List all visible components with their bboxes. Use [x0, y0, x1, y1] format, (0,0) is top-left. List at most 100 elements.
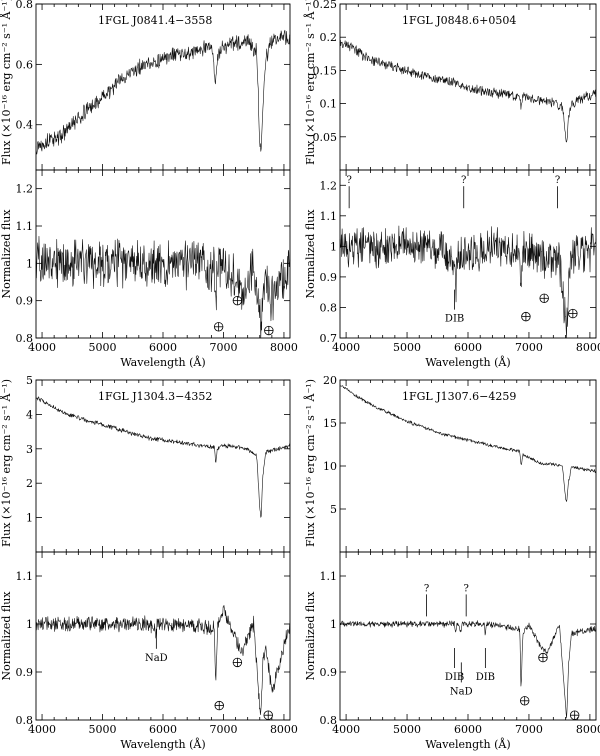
spectrum-line: [339, 385, 597, 502]
unknown-line-marker: ?: [555, 175, 560, 186]
unknown-line-marker: ?: [424, 583, 429, 594]
y-axis-label: Flux (×10⁻¹⁶ erg cm⁻² s⁻¹ Å⁻¹): [0, 0, 13, 165]
y-axis-label: Normalized flux: [304, 591, 317, 681]
spectrum-line: [339, 225, 597, 339]
y-axis-label: Flux (×10⁻¹⁶ erg cm⁻² s⁻¹ Å⁻¹): [303, 379, 317, 547]
y-tick-label: 0.05: [313, 131, 338, 144]
y-tick-label: 4: [26, 408, 33, 421]
x-tick-label: 5000: [393, 723, 421, 736]
x-tick-label: 5000: [393, 341, 421, 354]
y-tick-label: 0.4: [16, 119, 34, 132]
y-tick-label: 0.9: [320, 666, 338, 679]
y-tick-label: 1: [26, 512, 33, 525]
y-tick-label: 0.6: [16, 58, 34, 71]
x-axis-label: Wavelength (Å): [425, 355, 510, 369]
y-tick-label: 1: [26, 257, 33, 270]
panel-1: 0.4 0.6 0.8 1FGL J0841.4−3558 Flux (×10⁻¹⁶ e…: [0, 0, 291, 171]
object-name: 1FGL J1304.3−4352: [98, 390, 212, 403]
unknown-line-marker: ?: [461, 175, 466, 186]
plot-frame: [35, 3, 291, 171]
y-tick-label: 1.1: [16, 570, 34, 583]
x-tick-label: 8000: [270, 723, 298, 736]
y-tick-label: 0.8: [16, 0, 34, 11]
y-tick-label: 0.8: [16, 714, 34, 727]
unknown-line-marker: ?: [463, 583, 468, 594]
x-tick-label: 6000: [149, 341, 177, 354]
y-tick-label: 0.9: [16, 295, 34, 308]
spectrum-line: [339, 620, 597, 719]
x-tick-label: 4000: [28, 723, 56, 736]
telluric-marker: [521, 311, 531, 322]
x-tick-label: 4000: [28, 341, 56, 354]
spectrum-line: [339, 39, 597, 143]
y-tick-label: 0.25: [313, 0, 338, 11]
panel-7: 0.8 0.9 1 1.1 4000 5000 6000 7000 8000 Wavelength…: [0, 551, 298, 751]
x-tick-label: 8000: [270, 341, 298, 354]
y-axis-label: Normalized flux: [0, 591, 13, 681]
panel-2: 0.05 0.1 0.15 0.2 0.25 1FGL J0848.6+0504 Flux …: [303, 0, 597, 171]
line-marker-dib: DIB: [476, 672, 495, 683]
y-axis-label: Normalized flux: [304, 209, 317, 299]
y-axis-label: Normalized flux: [0, 209, 13, 299]
y-tick-label: 0.2: [320, 31, 338, 44]
panel-3: 0.8 0.9 1 1.1 1.2 4000 5000 6000 7000 8000 Wavelen…: [0, 169, 298, 369]
x-tick-label: 7000: [515, 341, 543, 354]
y-tick-label: 5: [26, 374, 33, 387]
y-tick-label: 10: [323, 460, 337, 473]
x-tick-label: 6000: [149, 723, 177, 736]
telluric-marker: [568, 308, 578, 319]
y-tick-label: 1: [330, 240, 337, 253]
y-tick-label: 0.8: [16, 332, 34, 345]
x-axis-label: Wavelength (Å): [120, 737, 205, 751]
telluric-marker: [519, 696, 530, 706]
line-marker-nad: NaD: [450, 686, 473, 697]
panel-8: 0.8 0.9 1 1.1 4000 5000 6000 7000 8000 Wavelength…: [304, 551, 600, 751]
x-tick-label: 4000: [332, 723, 360, 736]
y-tick-label: 0.8: [320, 301, 338, 314]
y-tick-label: 0.9: [320, 271, 338, 284]
y-tick-label: 1: [330, 618, 337, 631]
line-marker-dib: DIB: [445, 672, 464, 683]
y-tick-label: 0.9: [16, 666, 34, 679]
y-tick-label: 1.1: [16, 220, 34, 233]
telluric-marker: [213, 322, 224, 332]
y-tick-label: 1.2: [16, 183, 34, 196]
x-tick-label: 5000: [89, 723, 117, 736]
x-tick-label: 5000: [89, 341, 117, 354]
x-tick-label: 7000: [209, 723, 237, 736]
spectrum-line: [35, 236, 291, 339]
telluric-marker: [264, 325, 274, 336]
y-axis-label: Flux (×10⁻¹⁶ erg cm⁻² s⁻¹ Å⁻¹): [0, 379, 13, 547]
y-tick-label: 3: [26, 443, 33, 456]
object-name: 1FGL J0841.4−3558: [98, 14, 212, 27]
telluric-marker: [539, 293, 549, 303]
x-tick-label: 7000: [515, 723, 543, 736]
y-tick-label: 1.1: [320, 210, 338, 223]
telluric-marker: [538, 652, 548, 663]
x-tick-label: 6000: [454, 723, 482, 736]
object-name: 1FGL J0848.6+0504: [402, 14, 516, 27]
y-tick-label: 1.2: [320, 179, 338, 192]
y-axis-label: Flux (×10⁻¹⁶ erg cm⁻² s⁻¹ Å⁻¹): [303, 0, 317, 165]
y-tick-label: 0.8: [320, 714, 338, 727]
plot-frame: [35, 551, 291, 721]
x-axis-label: Wavelength (Å): [120, 355, 205, 369]
x-tick-label: 8000: [576, 723, 600, 736]
spectrum-line: [35, 605, 291, 716]
x-tick-label: 6000: [454, 341, 482, 354]
line-marker-nad: NaD: [145, 653, 168, 664]
y-tick-label: 0.15: [313, 64, 338, 77]
x-tick-label: 8000: [576, 341, 600, 354]
telluric-marker: [232, 295, 243, 306]
y-tick-label: 0.7: [320, 332, 338, 345]
line-marker-dib: DIB: [445, 314, 464, 325]
y-tick-label: 20: [323, 374, 337, 387]
panel-6: 5 10 15 20 1FGL J1307.6−4259 Flux (×10⁻¹⁶ erg…: [303, 374, 597, 553]
telluric-marker: [214, 700, 224, 711]
unknown-line-marker: ?: [346, 175, 351, 186]
spectrum-line: [35, 29, 291, 155]
telluric-marker: [569, 710, 580, 720]
y-tick-label: 2: [26, 477, 33, 490]
x-tick-label: 4000: [332, 341, 360, 354]
